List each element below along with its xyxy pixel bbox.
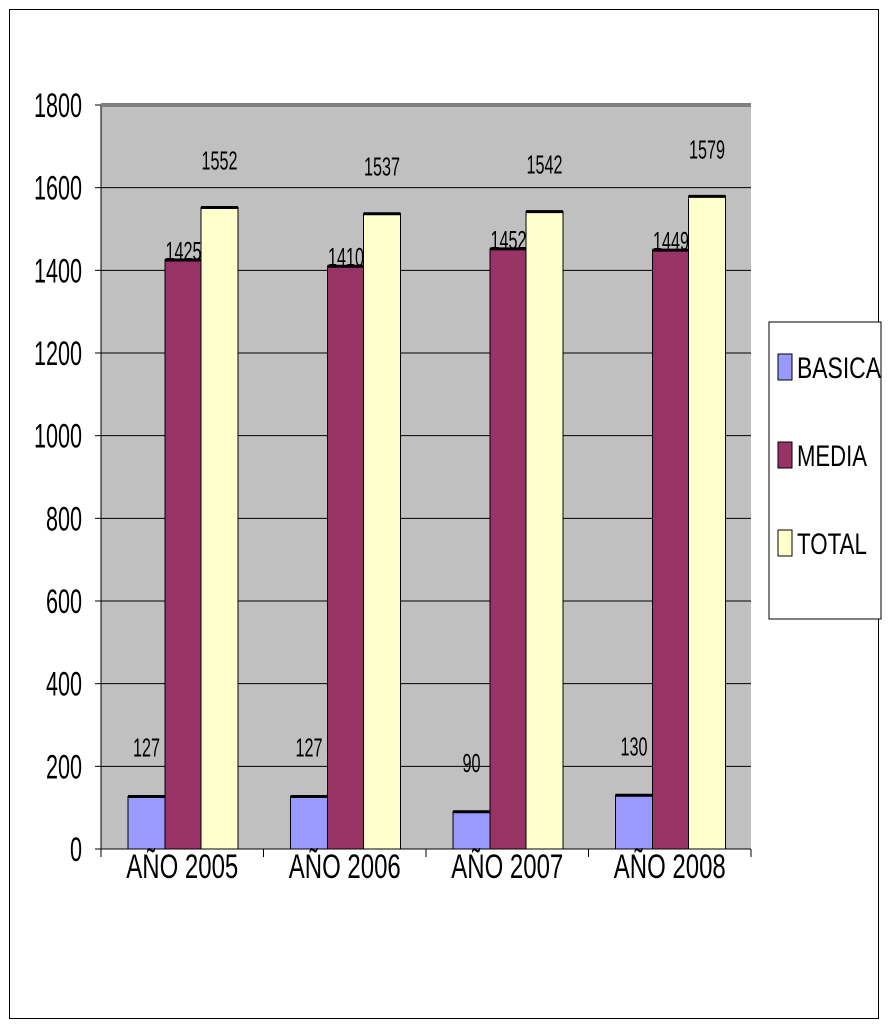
y-tick-label: 1400 [34, 252, 82, 290]
bar-basica [615, 794, 653, 850]
bar-media [164, 259, 203, 850]
x-tick-label: AÑO 2008 [614, 848, 726, 886]
data-label: 127 [296, 733, 323, 763]
bar-total [688, 195, 726, 850]
bar-total [525, 211, 564, 850]
legend-label-basica: BASICA [797, 352, 881, 385]
data-label: 130 [621, 731, 648, 761]
legend: BASICA MEDIA TOTAL [768, 321, 882, 620]
bars [127, 194, 726, 850]
bar-basica [452, 811, 491, 850]
data-label: 1542 [527, 150, 563, 180]
legend-swatch-media [777, 441, 793, 469]
data-label: 1552 [202, 146, 238, 176]
bar-total [200, 207, 239, 850]
legend-swatch-basica [777, 353, 793, 381]
y-tick-label: 1200 [34, 335, 82, 373]
data-label: 127 [133, 733, 160, 763]
bar-media [327, 265, 365, 850]
legend-swatch-total [777, 529, 793, 557]
y-tick-label: 1000 [34, 418, 82, 456]
x-tick-label: AÑO 2007 [451, 848, 563, 886]
bar-media [652, 249, 690, 850]
legend-label-media: MEDIA [797, 440, 867, 473]
data-label: 1537 [364, 152, 400, 182]
bar-basica [290, 796, 328, 850]
y-tick-label: 200 [46, 748, 82, 786]
bar-total [363, 213, 401, 850]
y-tick-label: 800 [46, 500, 82, 538]
data-label: 1452 [491, 225, 527, 255]
y-tick-label: 1800 [34, 87, 82, 125]
legend-label-total: TOTAL [797, 528, 867, 561]
axes: 0 200 400 600 800 1000 1200 1400 1600 1800 AÑO 200… [34, 87, 752, 886]
data-label: 90 [463, 748, 481, 778]
data-label: 1425 [166, 236, 202, 266]
x-tick-label: AÑO 2005 [126, 848, 238, 886]
bar-media [489, 248, 528, 850]
data-label: 1410 [328, 242, 364, 272]
data-labels: 127 1425 1552 127 1410 1537 90 1452 1542 130 1449 1… [133, 134, 725, 777]
y-tick-label: 600 [46, 583, 82, 621]
x-tick-label: AÑO 2006 [289, 848, 401, 886]
y-tick-label: 400 [46, 666, 82, 704]
y-tick-label: 1600 [34, 170, 82, 208]
bar-basica [127, 796, 166, 850]
data-label: 1579 [689, 134, 725, 164]
y-tick-label: 0 [70, 831, 82, 869]
data-label: 1449 [653, 226, 689, 256]
